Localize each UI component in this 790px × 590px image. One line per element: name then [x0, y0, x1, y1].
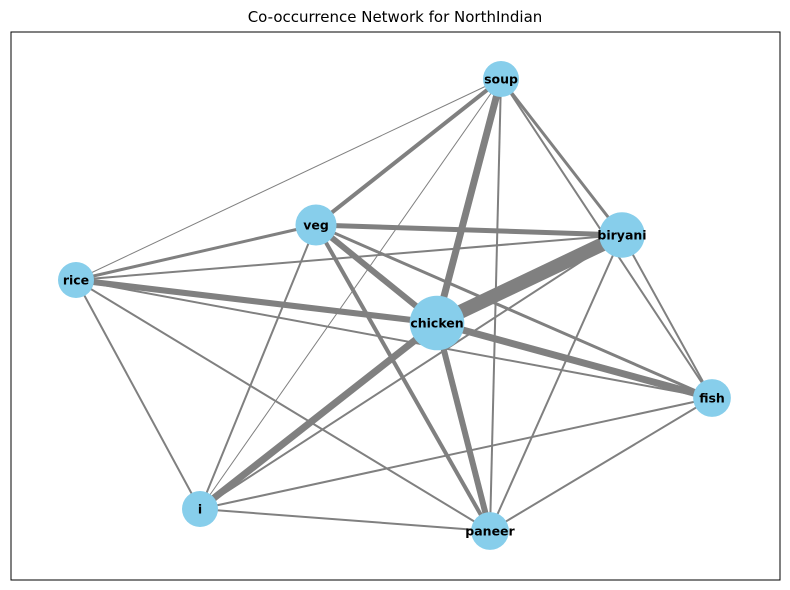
- edge-soup-paneer: [489, 78, 502, 532]
- edge-rice-fish: [75, 279, 713, 399]
- node-label-fish: fish: [699, 391, 725, 406]
- node-circle-paneer: [471, 512, 509, 550]
- node-paneer: paneer: [465, 512, 516, 550]
- edge-rice-paneer: [75, 279, 491, 532]
- node-rice: rice: [58, 262, 94, 298]
- edge-soup-rice: [75, 78, 502, 281]
- node-label-biryani: biryani: [597, 228, 646, 243]
- node-i: i: [182, 491, 218, 527]
- node-label-rice: rice: [63, 273, 89, 288]
- node-label-chicken: chicken: [410, 316, 463, 331]
- edge-fish-paneer: [489, 397, 713, 532]
- edge-chicken-biryani: [433, 228, 626, 330]
- node-label-soup: soup: [484, 72, 518, 87]
- node-label-i: i: [198, 502, 202, 517]
- node-circle-chicken: [409, 295, 465, 351]
- node-fish: fish: [693, 379, 731, 417]
- edge-veg-i: [199, 224, 317, 510]
- node-veg: veg: [295, 204, 337, 246]
- edge-soup-i: [199, 78, 502, 510]
- edge-soup-biryani: [499, 78, 624, 236]
- edge-biryani-fish: [621, 234, 713, 399]
- edge-chicken-i: [197, 320, 440, 512]
- edge-fish-i: [199, 397, 713, 510]
- nodes-layer: soup veg biryani rice chicken fish i paneer: [58, 61, 731, 550]
- node-soup: soup: [483, 61, 519, 97]
- edge-rice-i: [75, 279, 201, 510]
- node-circle-veg: [295, 204, 337, 246]
- edge-chicken-paneer: [434, 322, 493, 532]
- node-label-paneer: paneer: [465, 524, 515, 539]
- plot-frame: [10, 31, 781, 581]
- node-biryani: biryani: [597, 212, 647, 258]
- figure-title: Co-occurrence Network for NorthIndian: [247, 8, 543, 26]
- edge-chicken-fish: [436, 319, 713, 402]
- node-circle-soup: [483, 61, 519, 97]
- edge-chicken-rice: [75, 277, 438, 326]
- edge-biryani-rice: [75, 234, 623, 281]
- node-label-veg: veg: [303, 218, 329, 233]
- node-circle-rice: [58, 262, 94, 298]
- edges-layer: [75, 77, 713, 532]
- edge-veg-rice: [75, 223, 317, 282]
- edge-chicken-soup: [433, 78, 505, 324]
- edge-veg-biryani: [315, 222, 623, 238]
- edge-veg-soup: [314, 77, 503, 227]
- node-chicken: chicken: [409, 295, 465, 351]
- edge-biryani-paneer: [489, 234, 623, 532]
- node-circle-i: [182, 491, 218, 527]
- edge-i-paneer: [199, 508, 491, 532]
- node-circle-fish: [693, 379, 731, 417]
- node-circle-biryani: [599, 212, 645, 258]
- edge-biryani-i: [199, 234, 623, 510]
